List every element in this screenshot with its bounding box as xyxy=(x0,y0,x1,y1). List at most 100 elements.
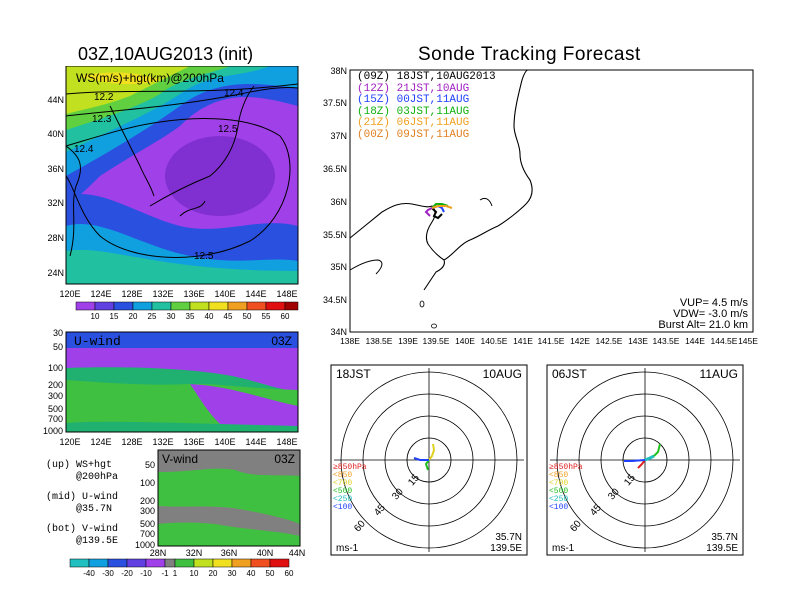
wind-colorbar: -40 -30 -20 -10 -1 1 10 20 30 40 50 60 xyxy=(69,558,294,578)
ws-colorbar: 10 15 20 25 30 35 40 45 50 55 60 xyxy=(75,301,299,321)
lon-tick: 136E xyxy=(183,437,204,447)
contour-label: 12.5 xyxy=(218,124,238,135)
hodo-legend-item: <100 xyxy=(549,503,569,512)
lat-tick: 34N xyxy=(330,327,347,337)
lat-tick: 24N xyxy=(47,268,64,278)
lat-tick: 40N xyxy=(47,129,64,139)
lon-tick: 143.5E xyxy=(653,336,680,346)
lat-tick: 37.5N xyxy=(323,98,347,108)
lat-tick: 44N xyxy=(289,548,305,558)
lon-tick: 138E xyxy=(340,336,360,346)
p-tick: 100 xyxy=(48,363,63,373)
p-tick: 700 xyxy=(48,414,63,424)
colorbar-label: -40 xyxy=(83,569,95,578)
lon-tick: 142.5E xyxy=(596,336,623,346)
note-line: @200hPa xyxy=(76,472,119,483)
colorbar-label: 60 xyxy=(281,312,290,321)
note-item: (bot) V-wind @139.5E xyxy=(46,524,118,548)
hodo-legend-item: <250 xyxy=(549,495,569,504)
p-tick: 100 xyxy=(140,478,155,488)
contour-label: 12.4 xyxy=(74,144,94,155)
colorbar-label: 25 xyxy=(148,312,157,321)
lon-tick: 124E xyxy=(90,289,111,299)
lon-tick: 128E xyxy=(121,289,142,299)
colorbar-label: 50 xyxy=(243,312,252,321)
colorbar-label: 40 xyxy=(247,569,256,578)
lon-tick: 128E xyxy=(121,437,142,447)
lat-tick: 38N xyxy=(330,66,347,76)
hodo-legend-item: <700 xyxy=(549,479,569,488)
p-tick: 300 xyxy=(48,391,63,401)
lat-tick: 35N xyxy=(330,262,347,272)
p-tick: 700 xyxy=(140,529,155,539)
lat-tick: 36N xyxy=(330,197,347,207)
colorbar-label: -30 xyxy=(102,569,114,578)
colorbar-label: 60 xyxy=(285,569,294,578)
lon-tick: 138.5E xyxy=(366,336,393,346)
lon-tick: 140.5E xyxy=(481,336,508,346)
hodo-trace xyxy=(624,443,661,469)
hodo-legend-item: <850 xyxy=(333,471,353,480)
hodo-lat: 35.7N xyxy=(711,532,738,543)
p-tick: 200 xyxy=(48,380,63,390)
lon-tick: 132E xyxy=(152,289,173,299)
lon-tick: 143E xyxy=(628,336,648,346)
p-tick: 1000 xyxy=(43,426,63,436)
p-tick: 50 xyxy=(53,342,63,352)
colorbar-label: 45 xyxy=(224,312,233,321)
colorbar-label: -10 xyxy=(140,569,152,578)
colorbar-label: 30 xyxy=(167,312,176,321)
hodograph-1: 15 30 45 60 18JST 10AUG 35.7N 139.5E ms-… xyxy=(330,364,528,556)
ws-panel: WS(m/s)+hgt(km)@200hPa 12.2 12.3 12.4 12… xyxy=(47,66,299,321)
contour-label: 12.4 xyxy=(224,88,244,99)
contour-label: 12.2 xyxy=(94,92,114,103)
lat-tick: 36N xyxy=(47,164,64,174)
lat-tick: 36.5N xyxy=(323,164,347,174)
hodo-unit: ms-1 xyxy=(552,543,575,554)
ws-lon-ticks: 120E 124E 128E 132E 136E 140E 144E 148E xyxy=(59,289,297,299)
hodo-legend-item: <500 xyxy=(333,487,353,496)
colorbar-label: 50 xyxy=(266,569,275,578)
lon-tick: 148E xyxy=(276,289,297,299)
lon-tick: 148E xyxy=(276,437,297,447)
lon-tick: 140E xyxy=(214,437,235,447)
lat-tick: 32N xyxy=(47,198,64,208)
p-tick: 1000 xyxy=(135,540,155,550)
lon-tick: 139E xyxy=(398,336,418,346)
hodo-legend-item: <700 xyxy=(333,479,353,488)
colorbar-label: 35 xyxy=(186,312,195,321)
hodo-legend-item: <850 xyxy=(549,471,569,480)
lon-tick: 140E xyxy=(214,289,235,299)
lat-tick: 32N xyxy=(186,548,203,558)
ws-panel-label: WS(m/s)+hgt(km)@200hPa xyxy=(76,71,224,85)
lon-tick: 124E xyxy=(90,437,111,447)
hodo-legend-item: <100 xyxy=(333,503,353,512)
lon-tick: 142E xyxy=(570,336,590,346)
hodo-time: 06JST xyxy=(552,367,587,381)
u-wind-time: 03Z xyxy=(271,334,292,348)
lat-tick: 40N xyxy=(257,548,274,558)
lat-tick: 35.5N xyxy=(323,230,347,240)
colorbar-label: -1 xyxy=(161,569,169,578)
lon-tick: 120E xyxy=(59,437,80,447)
lon-tick: 132E xyxy=(152,437,173,447)
colorbar-label: 15 xyxy=(110,312,119,321)
v-wind-time: 03Z xyxy=(274,452,295,466)
ws-lat-ticks: 44N 40N 36N 32N 28N 24N xyxy=(47,95,64,278)
lon-tick: 141E xyxy=(513,336,533,346)
legend-item: (21Z) 06JST,11AUG xyxy=(357,117,470,129)
lon-tick: 136E xyxy=(183,289,204,299)
legend-item: (15Z) 00JST,11AUG xyxy=(357,94,470,106)
colorbar-label: 20 xyxy=(209,569,218,578)
colorbar-label: 1 xyxy=(173,569,178,578)
hodo-lon: 139.5E xyxy=(706,543,738,554)
p-tick: 500 xyxy=(48,404,63,414)
hodo-date: 11AUG xyxy=(700,367,738,381)
track-legend: (09Z) 18JST,10AUG2013 (12Z) 21JST,10AUG … xyxy=(357,71,496,141)
hodo-legend-item: ≥850hPa xyxy=(333,463,367,472)
note-line: (bot) V-wind xyxy=(46,524,119,535)
lat-tick: 36N xyxy=(221,548,238,558)
lon-tick: 144.5E xyxy=(711,336,738,346)
init-title: 03Z,10AUG2013 (init) xyxy=(78,44,254,64)
lat-tick: 28N xyxy=(47,233,64,243)
